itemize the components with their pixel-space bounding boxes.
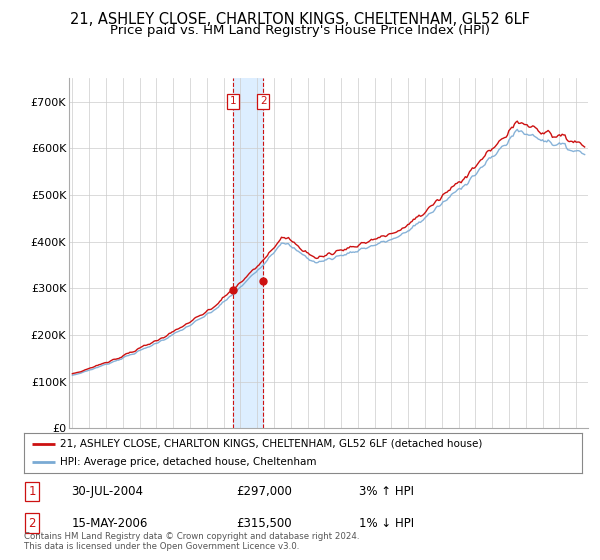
Text: 3% ↑ HPI: 3% ↑ HPI — [359, 485, 414, 498]
Text: 21, ASHLEY CLOSE, CHARLTON KINGS, CHELTENHAM, GL52 6LF: 21, ASHLEY CLOSE, CHARLTON KINGS, CHELTE… — [70, 12, 530, 27]
Text: 15-MAY-2006: 15-MAY-2006 — [71, 516, 148, 530]
Text: HPI: Average price, detached house, Cheltenham: HPI: Average price, detached house, Chel… — [60, 458, 317, 467]
Text: 30-JUL-2004: 30-JUL-2004 — [71, 485, 143, 498]
Text: 21, ASHLEY CLOSE, CHARLTON KINGS, CHELTENHAM, GL52 6LF (detached house): 21, ASHLEY CLOSE, CHARLTON KINGS, CHELTE… — [60, 439, 482, 449]
Text: £297,000: £297,000 — [236, 485, 292, 498]
Text: Contains HM Land Registry data © Crown copyright and database right 2024.
This d: Contains HM Land Registry data © Crown c… — [24, 532, 359, 551]
Text: £315,500: £315,500 — [236, 516, 292, 530]
Text: 1: 1 — [230, 96, 236, 106]
Text: 1% ↓ HPI: 1% ↓ HPI — [359, 516, 414, 530]
Text: 1: 1 — [29, 485, 36, 498]
Text: 2: 2 — [29, 516, 36, 530]
Text: 2: 2 — [260, 96, 266, 106]
Bar — [233, 78, 263, 428]
Text: Price paid vs. HM Land Registry's House Price Index (HPI): Price paid vs. HM Land Registry's House … — [110, 24, 490, 37]
